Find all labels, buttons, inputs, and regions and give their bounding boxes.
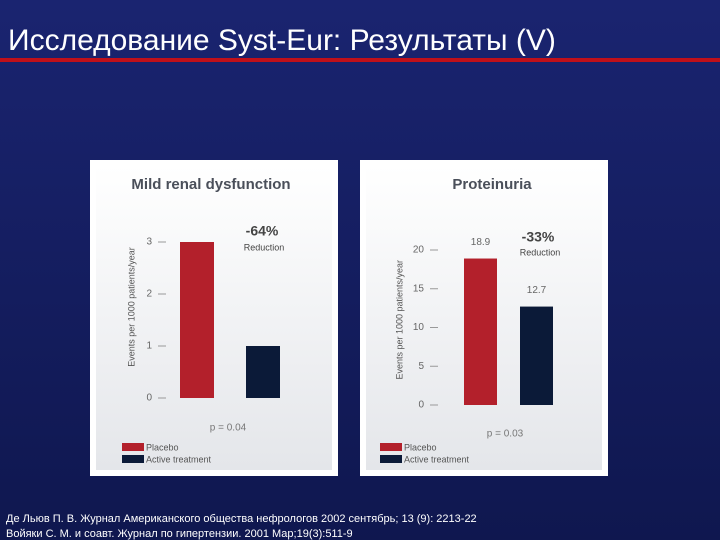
legend-swatch — [380, 443, 402, 451]
legend-swatch — [122, 455, 144, 463]
title-rule — [0, 58, 720, 62]
bar — [180, 242, 214, 398]
annotation: Reduction — [244, 242, 285, 252]
legend-label: Active treatment — [404, 454, 470, 464]
y-tick-label: 15 — [413, 283, 425, 294]
annotation: Reduction — [520, 247, 561, 257]
slide-title: Исследование Syst-Eur: Результаты (V) — [8, 24, 556, 57]
y-axis-label: Events per 1000 patients/year — [126, 247, 136, 367]
legend-label: Active treatment — [146, 454, 212, 464]
annotation: -33% — [522, 229, 555, 245]
bar — [464, 258, 497, 405]
chart-title: Proteinuria — [452, 176, 532, 193]
y-tick-label: 10 — [413, 322, 425, 333]
y-tick-label: 0 — [418, 400, 424, 411]
value-label: 18.9 — [471, 237, 491, 248]
y-axis-label: Events per 1000 patients/year — [394, 260, 404, 380]
legend-label: Placebo — [404, 442, 437, 452]
chart-title: Mild renal dysfunction — [131, 176, 290, 193]
legend-label: Placebo — [146, 442, 179, 452]
bar — [520, 306, 553, 405]
footnote: Войяки С. М. и соавт. Журнал по гипертен… — [6, 528, 353, 540]
footnote: Де Льюв П. В. Журнал Американского общес… — [6, 513, 477, 525]
annotation: p = 0.04 — [210, 423, 247, 434]
legend-swatch — [122, 443, 144, 451]
y-tick-label: 20 — [413, 245, 425, 256]
y-tick-label: 5 — [418, 361, 424, 372]
annotation: -64% — [246, 223, 279, 239]
bar — [246, 346, 280, 398]
y-tick-label: 0 — [146, 393, 152, 404]
annotation: p = 0.03 — [487, 429, 524, 440]
value-label: 12.7 — [527, 285, 547, 296]
y-tick-label: 3 — [146, 237, 152, 248]
y-tick-label: 2 — [146, 289, 152, 300]
y-tick-label: 1 — [146, 341, 152, 352]
legend-swatch — [380, 455, 402, 463]
